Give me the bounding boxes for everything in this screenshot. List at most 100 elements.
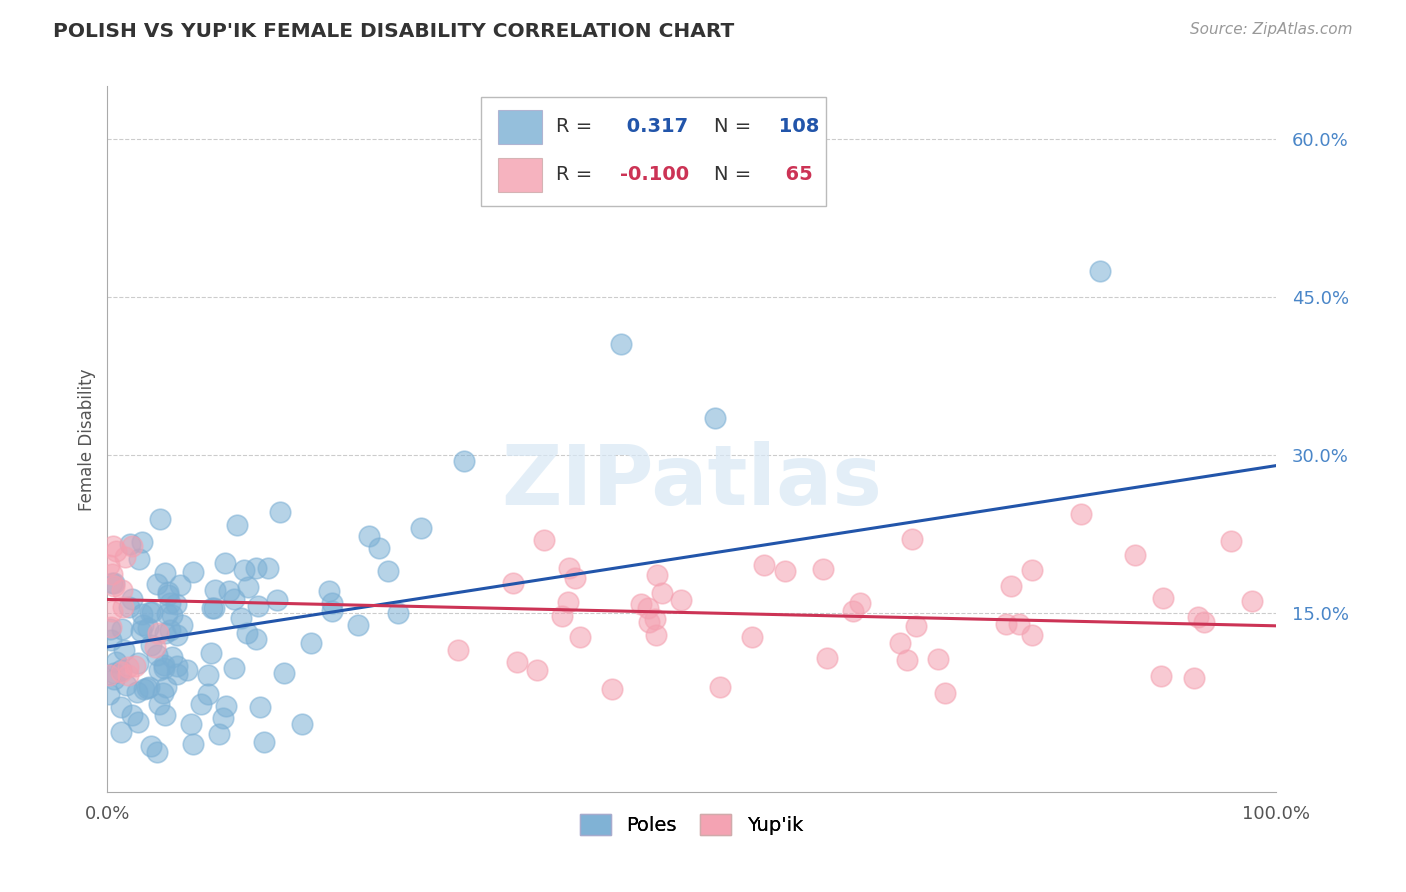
Point bbox=[236, 580, 259, 594]
Point bbox=[121, 707, 143, 722]
Point bbox=[526, 663, 548, 677]
Point bbox=[703, 411, 725, 425]
Point bbox=[815, 651, 838, 665]
Point bbox=[162, 649, 184, 664]
Point bbox=[101, 567, 124, 582]
Text: N =: N = bbox=[714, 165, 751, 184]
Point bbox=[128, 552, 150, 566]
Point bbox=[139, 638, 162, 652]
Point bbox=[226, 518, 249, 533]
Point bbox=[1150, 668, 1173, 682]
Y-axis label: Female Disability: Female Disability bbox=[79, 368, 96, 510]
Text: 0.317: 0.317 bbox=[620, 117, 689, 136]
Point bbox=[218, 584, 240, 599]
Point bbox=[156, 588, 179, 602]
Point bbox=[131, 535, 153, 549]
Point bbox=[110, 724, 132, 739]
Text: ZIPatlas: ZIPatlas bbox=[501, 442, 882, 522]
Point bbox=[1219, 533, 1241, 548]
Point bbox=[129, 624, 152, 638]
Point bbox=[100, 604, 122, 618]
Point bbox=[357, 529, 380, 543]
Point bbox=[111, 622, 134, 636]
Point bbox=[214, 556, 236, 570]
Point bbox=[181, 566, 204, 580]
Point bbox=[1194, 615, 1216, 629]
Point bbox=[638, 615, 661, 629]
Point bbox=[1187, 610, 1209, 624]
Text: POLISH VS YUP'IK FEMALE DISABILITY CORRELATION CHART: POLISH VS YUP'IK FEMALE DISABILITY CORRE… bbox=[53, 22, 735, 41]
FancyBboxPatch shape bbox=[498, 110, 541, 144]
Point bbox=[249, 699, 271, 714]
Point bbox=[111, 583, 134, 598]
Point bbox=[502, 576, 524, 591]
Point bbox=[125, 685, 148, 699]
Point bbox=[118, 599, 141, 614]
Point bbox=[104, 543, 127, 558]
Point bbox=[273, 666, 295, 681]
Point bbox=[146, 577, 169, 591]
Point bbox=[1007, 617, 1029, 632]
Text: R =: R = bbox=[555, 117, 599, 136]
Point bbox=[98, 622, 121, 636]
Point bbox=[110, 699, 132, 714]
Point bbox=[849, 596, 872, 610]
Point bbox=[204, 582, 226, 597]
Point bbox=[299, 636, 322, 650]
Point bbox=[139, 605, 162, 619]
Point bbox=[208, 726, 231, 740]
Point bbox=[222, 591, 245, 606]
Point bbox=[222, 660, 245, 674]
Point bbox=[103, 539, 125, 553]
Point bbox=[159, 597, 181, 611]
Point bbox=[409, 521, 432, 535]
Point bbox=[103, 666, 125, 681]
Point bbox=[181, 737, 204, 751]
Point bbox=[630, 597, 652, 611]
Point bbox=[1182, 672, 1205, 686]
Point bbox=[157, 585, 180, 599]
Point bbox=[170, 617, 193, 632]
Point bbox=[139, 739, 162, 754]
Point bbox=[201, 601, 224, 615]
Point bbox=[100, 620, 122, 634]
Point bbox=[197, 667, 219, 681]
Point bbox=[169, 578, 191, 592]
Point bbox=[131, 607, 153, 621]
Point bbox=[1090, 264, 1112, 278]
Point bbox=[995, 616, 1018, 631]
Point bbox=[291, 717, 314, 731]
Point bbox=[115, 678, 138, 692]
Point bbox=[141, 605, 163, 619]
Point bbox=[889, 636, 911, 650]
Point bbox=[146, 745, 169, 759]
Point bbox=[896, 653, 918, 667]
Point bbox=[1070, 507, 1092, 521]
Point bbox=[247, 599, 270, 613]
Point bbox=[610, 337, 633, 351]
Point bbox=[586, 111, 609, 125]
Point bbox=[127, 656, 149, 670]
Point bbox=[148, 697, 170, 711]
Point bbox=[321, 604, 343, 618]
Point bbox=[159, 623, 181, 637]
Point bbox=[132, 681, 155, 696]
Point bbox=[637, 601, 659, 615]
Point bbox=[644, 612, 666, 626]
Point bbox=[557, 595, 579, 609]
Point bbox=[346, 617, 368, 632]
Point bbox=[155, 566, 177, 581]
Point bbox=[152, 686, 174, 700]
Point bbox=[215, 698, 238, 713]
Point bbox=[143, 640, 166, 654]
Point bbox=[166, 628, 188, 642]
Point bbox=[842, 604, 865, 618]
Point bbox=[253, 734, 276, 748]
Point bbox=[905, 619, 928, 633]
Text: N =: N = bbox=[714, 117, 751, 136]
Point bbox=[101, 575, 124, 590]
Point bbox=[709, 680, 731, 694]
Point bbox=[121, 592, 143, 607]
Point bbox=[166, 659, 188, 673]
Point bbox=[166, 666, 188, 681]
